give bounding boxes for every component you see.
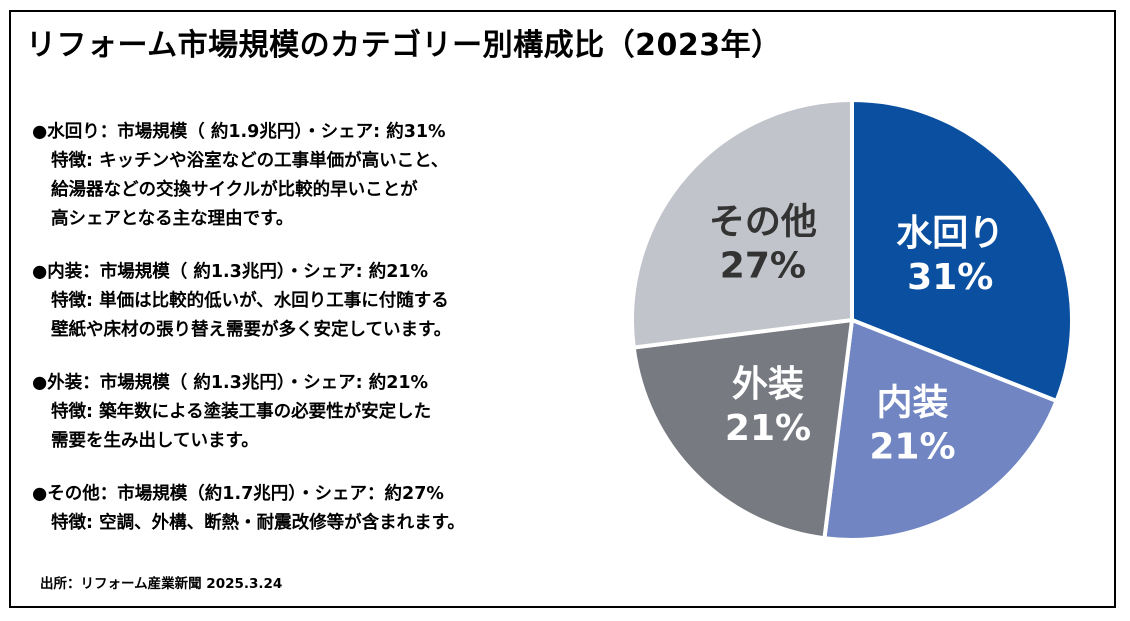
description-detail: 特徴: 築年数による塗装工事の必要性が安定した [51,402,432,422]
description-detail: 高シェアとなる主な理由です。 [51,209,294,229]
description-detail: 特徴: キッチンや浴室などの工事単価が高いこと、 [51,151,449,171]
description-detail: 壁紙や床材の張り替え需要が多く安定しています。 [51,320,452,340]
pie-slice-percent: 21% [869,426,955,467]
description-heading: ●外装：市場規模（ 約1.3兆円）・シェア: 約21% [32,373,429,393]
pie-slice-percent: 27% [720,245,806,286]
pie-slice-3 [630,98,854,350]
figure-frame [9,10,1116,608]
description-detail: 特徴: 空調、外構、断熱・耐震改修等が含まれます。 [51,513,465,533]
pie-slice-label: 外装 [732,364,804,405]
pie-slice-label: 内装 [876,382,948,423]
description-block-interior: ●内装：市場規模（ 約1.3兆円）・シェア: 約21% 特徴: 単価は比較的低い… [32,258,451,345]
description-block-exterior: ●外装：市場規模（ 約1.3兆円）・シェア: 約21% 特徴: 築年数による塗装… [32,369,431,456]
pie-slice-label: その他 [709,201,817,242]
description-detail: 特徴: 単価は比較的低いが、水回り工事に付随する [51,291,449,311]
pie-slice-0 [850,98,1074,403]
pie-slice-2 [631,318,854,541]
pie-slice-label: 水回り [896,213,1004,254]
page-title: リフォーム市場規模のカテゴリー別構成比（2023年） [26,28,782,63]
description-heading: ●水回り：市場規模（ 約1.9兆円）・シェア: 約31% [32,122,446,142]
description-detail: 需要を生み出しています。 [51,431,259,451]
description-heading: ●その他：市場規模（約1.7兆円）・シェア：約27% [32,484,444,504]
description-detail: 給湯器などの交換サイクルが比較的早いことが [51,180,418,200]
description-block-plumbing: ●水回り：市場規模（ 約1.9兆円）・シェア: 約31% 特徴: キッチンや浴室… [32,118,448,234]
source-note: 出所：リフォーム産業新聞 2025.3.24 [40,576,283,592]
pie-slice-percent: 31% [907,257,993,298]
pie-slice-1 [822,318,1059,542]
pie-slice-percent: 21% [725,408,811,449]
description-heading: ●内装：市場規模（ 約1.3兆円）・シェア: 約21% [32,262,429,282]
description-block-other: ●その他：市場規模（約1.7兆円）・シェア：約27% 特徴: 空調、外構、断熱・… [32,480,465,538]
